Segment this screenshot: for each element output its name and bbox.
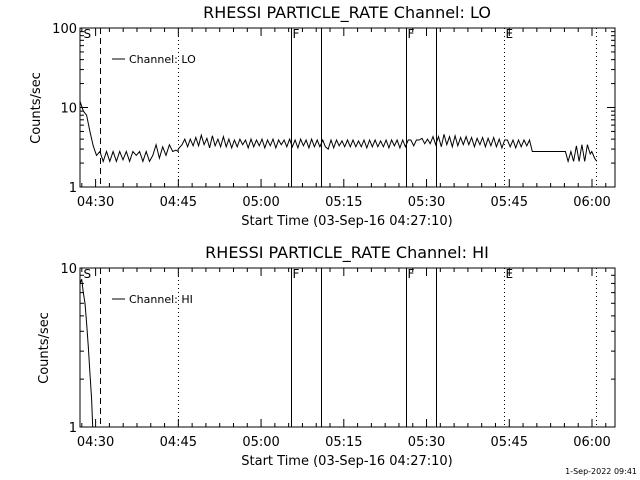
x-tick-label: 04:30: [77, 435, 114, 450]
x-axis-label: Start Time (03-Sep-16 04:27:10): [241, 214, 452, 229]
y-axis-label: Counts/sec: [37, 312, 52, 384]
panel-hi: RHESSI PARTICLE_RATE Channel: HI 04:30 04…: [37, 243, 616, 469]
event-marker-label: E: [506, 27, 514, 41]
x-tick-group: 04:30 04:45 05:00 05:15 05:30 05:45 06:00: [77, 28, 611, 210]
event-marker-label: F: [293, 27, 300, 41]
event-marker-label: F: [408, 27, 415, 41]
x-tick-label: 05:15: [325, 195, 362, 210]
x-tick-label: 05:00: [242, 195, 279, 210]
event-marker-label: F: [408, 267, 415, 281]
x-axis-label: Start Time (03-Sep-16 04:27:10): [241, 454, 452, 469]
series-line: [79, 101, 598, 164]
legend-label: Channel: LO: [129, 53, 196, 66]
x-tick-label: 05:00: [242, 435, 279, 450]
legend-label: Channel: HI: [129, 293, 193, 306]
x-tick-label: 06:00: [573, 435, 610, 450]
event-marker-label: S: [84, 27, 92, 41]
x-tick-label: 04:30: [77, 195, 114, 210]
chart-title: RHESSI PARTICLE_RATE Channel: LO: [203, 3, 491, 23]
x-tick-label: 04:45: [160, 435, 197, 450]
y-tick-group: 1 10 100: [52, 22, 615, 196]
generated-timestamp: 1-Sep-2022 09:41: [565, 467, 637, 476]
y-tick-label: 1: [69, 421, 77, 436]
chart-title: RHESSI PARTICLE_RATE Channel: HI: [205, 243, 489, 263]
event-marker-label: F: [293, 267, 300, 281]
y-tick-label: 1: [69, 181, 77, 196]
x-tick-label: 05:30: [408, 435, 445, 450]
y-tick-label: 10: [60, 262, 77, 277]
event-marker-label: S: [84, 267, 92, 281]
x-tick-label: 05:30: [408, 195, 445, 210]
x-tick-label: 05:15: [325, 435, 362, 450]
y-tick-group: 1 10: [60, 262, 615, 436]
event-marker-label: E: [506, 267, 514, 281]
x-tick-group: 04:30 04:45 05:00 05:15 05:30 05:45 06:00: [77, 268, 611, 450]
x-tick-label: 06:00: [573, 195, 610, 210]
y-tick-label: 10: [60, 102, 77, 117]
y-tick-label: 100: [52, 22, 77, 37]
y-axis-label: Counts/sec: [29, 72, 44, 144]
panel-lo: RHESSI PARTICLE_RATE Channel: LO 04:30 04…: [29, 3, 616, 229]
x-tick-label: 05:45: [491, 195, 528, 210]
series-line: [79, 279, 94, 428]
x-tick-label: 04:45: [160, 195, 197, 210]
plot-frame: [79, 267, 616, 428]
x-tick-label: 05:45: [491, 435, 528, 450]
